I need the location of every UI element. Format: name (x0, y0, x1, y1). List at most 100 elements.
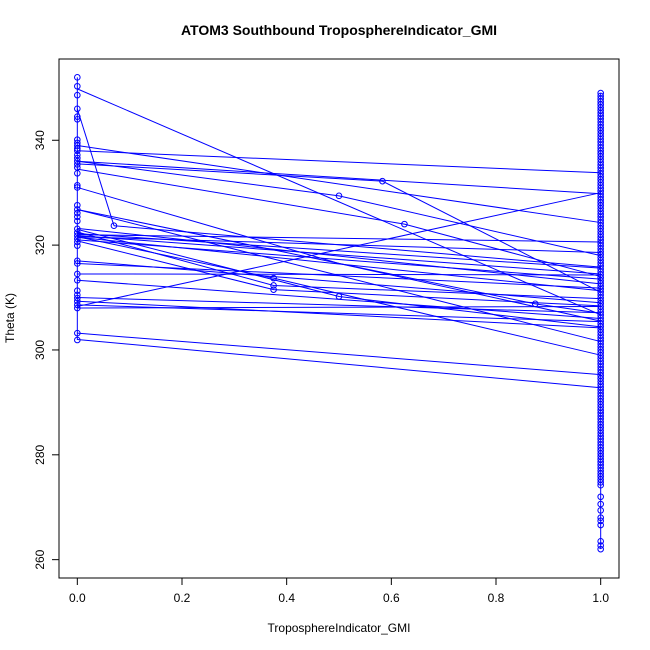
data-point (335, 293, 343, 300)
data-point (270, 282, 277, 289)
series-line (77, 234, 601, 243)
data-point (110, 222, 118, 230)
series-line (77, 332, 601, 376)
x-tick-label: 0.2 (174, 591, 191, 605)
series-line (77, 160, 601, 257)
y-tick-label: 260 (33, 549, 47, 569)
data-point (74, 147, 81, 155)
data-point (74, 74, 81, 81)
data-point (597, 500, 604, 508)
x-tick-label: 0.8 (488, 591, 505, 605)
data-point (74, 287, 81, 295)
data-point (74, 213, 81, 221)
series-line (77, 273, 601, 276)
series-line (77, 338, 601, 389)
data-point (74, 105, 81, 113)
data-point (401, 220, 408, 228)
data-point (74, 238, 81, 246)
data-point (74, 161, 81, 168)
data-point (597, 538, 604, 545)
series-line (77, 305, 601, 309)
data-point (597, 479, 604, 486)
series-line (113, 225, 601, 268)
data-point (74, 115, 81, 123)
x-tick-label: 0.4 (278, 591, 295, 605)
data-point (379, 177, 386, 185)
x-tick-label: 0.6 (383, 591, 400, 605)
data-point (597, 481, 604, 489)
points-layer (74, 74, 604, 553)
data-point (74, 291, 81, 299)
series-line (77, 163, 601, 293)
series-line (77, 145, 601, 224)
series-line (77, 150, 601, 174)
y-tick-label: 280 (33, 444, 47, 464)
y-tick-label: 320 (33, 235, 47, 255)
data-point (74, 91, 81, 99)
data-point (74, 242, 81, 249)
data-point (74, 206, 81, 213)
series-line (77, 262, 601, 289)
data-point (74, 217, 81, 225)
data-point (74, 169, 81, 177)
data-point (74, 157, 81, 165)
data-point (74, 260, 81, 267)
data-point (597, 493, 604, 501)
series-line (77, 236, 601, 292)
data-point (74, 270, 81, 278)
data-point (74, 184, 81, 191)
y-axis-label: Theta (K) (3, 293, 17, 343)
data-point (74, 276, 81, 284)
data-point (270, 286, 277, 293)
data-point (74, 257, 81, 265)
data-point (74, 232, 81, 239)
x-tick-label: 0.0 (69, 591, 86, 605)
data-point (74, 209, 81, 217)
data-point (597, 517, 604, 525)
data-point (74, 294, 81, 302)
x-axis: 0.0 0.2 0.4 0.6 0.8 1.0 (69, 577, 609, 605)
data-point (531, 300, 539, 308)
data-point (74, 182, 81, 189)
series-line (77, 88, 601, 316)
data-point (74, 297, 81, 305)
data-point (270, 274, 277, 282)
series-line (77, 236, 601, 356)
data-point (597, 514, 604, 522)
data-point (74, 304, 81, 312)
y-axis: 260 280 300 320 340 (33, 130, 60, 570)
series-line (76, 108, 115, 226)
series-line (77, 192, 601, 307)
series-line (77, 160, 601, 195)
chart-title: ATOM3 Southbound TroposphereIndicator_GM… (181, 22, 497, 38)
data-point (597, 542, 604, 549)
data-point (74, 336, 81, 344)
data-point (597, 521, 604, 529)
series-line (77, 240, 601, 307)
data-point (597, 545, 604, 553)
data-point (74, 229, 81, 236)
series-line (77, 168, 601, 278)
data-point (74, 301, 81, 309)
series-line (77, 235, 601, 275)
data-point (74, 201, 81, 209)
data-point (597, 507, 604, 514)
x-axis-label: TroposphereIndicator_GMI (268, 621, 411, 635)
series-line (77, 297, 601, 314)
data-point (74, 145, 81, 152)
data-point (74, 235, 81, 243)
data-point (74, 82, 81, 90)
data-point (74, 329, 81, 337)
data-point (74, 113, 81, 120)
y-tick-label: 340 (33, 130, 47, 150)
data-point (335, 192, 343, 200)
x-tick-label: 1.0 (592, 591, 609, 605)
y-tick-label: 300 (33, 340, 47, 360)
data-point (74, 225, 81, 233)
series-line (77, 228, 601, 328)
data-point (74, 151, 81, 159)
series-line (77, 300, 601, 329)
data-point (74, 154, 81, 162)
